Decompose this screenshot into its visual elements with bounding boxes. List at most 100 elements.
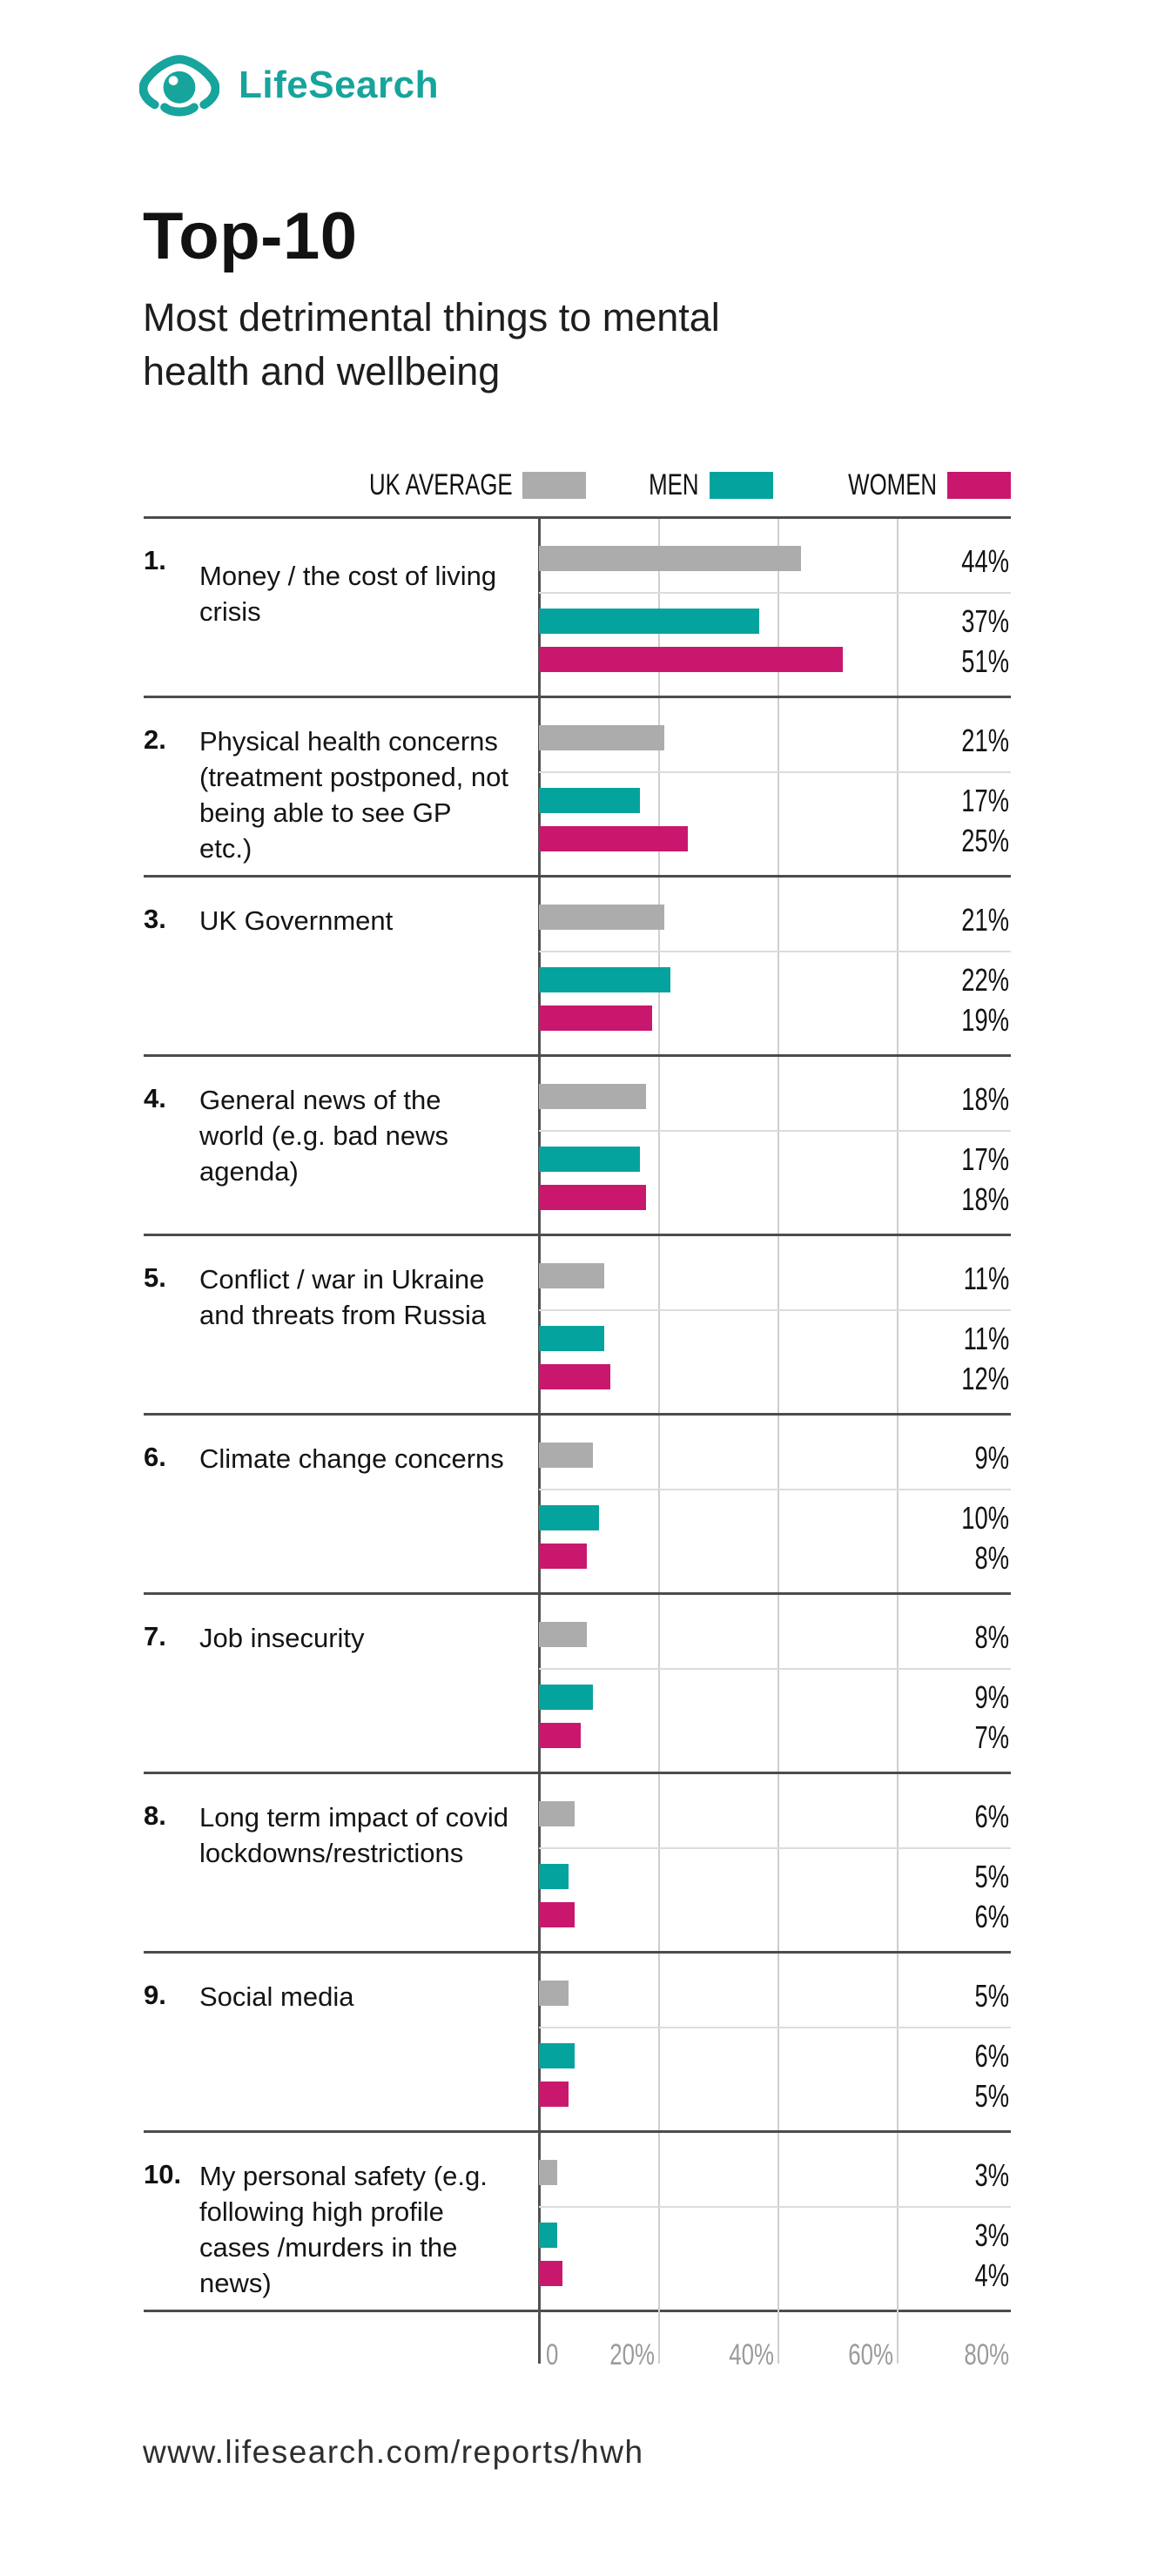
bar-women — [539, 1544, 587, 1569]
bar-men — [539, 2043, 576, 2068]
page-subtitle: Most detrimental things to mental health… — [143, 295, 720, 394]
value-women: 51% — [961, 643, 1009, 679]
bar-women — [539, 2082, 569, 2107]
row-rank: 2. — [144, 724, 166, 755]
axis-tick: 40% — [729, 2338, 774, 2371]
value-uk-average: 6% — [974, 1799, 1009, 1834]
bar-men — [539, 1326, 605, 1351]
chart-row: 1. Money / the cost of living crisis 44%… — [144, 516, 1011, 696]
bar-women — [539, 1006, 653, 1031]
row-plot — [539, 2133, 1011, 2310]
axis-tick: 0 — [546, 2338, 559, 2371]
row-rank: 1. — [144, 545, 166, 575]
row-label: Conflict / war in Ukraine and threats fr… — [199, 1264, 487, 1330]
row-rank: 10. — [144, 2159, 182, 2189]
row-plot — [539, 1416, 1011, 1592]
legend-label: UK AVERAGE — [368, 468, 513, 501]
bar-men — [539, 1864, 569, 1889]
value-uk-average: 5% — [974, 1978, 1009, 2014]
axis-tick: 20% — [609, 2338, 655, 2371]
legend-label: MEN — [649, 468, 699, 501]
logo-wordmark: LifeSearch — [239, 64, 439, 106]
value-women: 19% — [961, 1002, 1009, 1038]
bar-uk-average — [539, 1622, 587, 1647]
row-rank: 3. — [144, 904, 166, 934]
value-uk-average: 21% — [961, 723, 1009, 758]
row-plot — [539, 519, 1011, 696]
value-uk-average: 8% — [974, 1619, 1009, 1655]
bar-uk-average — [539, 905, 664, 930]
row-label: Money / the cost of living crisis — [199, 561, 497, 627]
row-sub-separator — [539, 2206, 1011, 2208]
value-uk-average: 11% — [963, 1261, 1009, 1296]
row-plot — [539, 1595, 1011, 1772]
row-label: My personal safety (e.g. following high … — [199, 2161, 488, 2298]
value-women: 25% — [961, 823, 1009, 858]
lifesearch-logo: LifeSearch — [139, 54, 439, 117]
row-plot — [539, 1774, 1011, 1951]
row-sub-separator — [539, 592, 1011, 594]
chart-row: 7. Job insecurity 8% 9% 7% — [144, 1592, 1011, 1772]
value-men: 17% — [961, 1141, 1009, 1177]
value-men: 17% — [961, 783, 1009, 818]
bar-men — [539, 609, 760, 634]
legend-swatch — [709, 472, 773, 499]
row-plot — [539, 1236, 1011, 1413]
value-uk-average: 44% — [961, 543, 1009, 579]
value-uk-average: 18% — [961, 1081, 1009, 1117]
axis-baseline — [538, 516, 541, 2364]
chart-row: 8. Long term impact of covid lockdowns/r… — [144, 1772, 1011, 1951]
legend-swatch — [947, 472, 1011, 499]
bar-women — [539, 647, 844, 672]
row-sub-separator — [539, 1847, 1011, 1849]
row-plot — [539, 1057, 1011, 1234]
x-axis: 0 20% 40% 60% 80% — [144, 2338, 1011, 2377]
row-rank: 8. — [144, 1800, 166, 1831]
row-plot — [539, 878, 1011, 1054]
row-plot — [539, 698, 1011, 875]
value-uk-average: 9% — [974, 1440, 1009, 1476]
row-sub-separator — [539, 2027, 1011, 2028]
axis-tick: 80% — [964, 2338, 1009, 2371]
bar-men — [539, 2223, 557, 2248]
gridline-40 — [777, 516, 779, 2364]
row-sub-separator — [539, 1489, 1011, 1490]
value-women: 5% — [974, 2078, 1009, 2114]
page-title: Top-10 — [143, 199, 358, 273]
row-label: Job insecurity — [199, 1623, 365, 1653]
legend-item-men: MEN — [633, 468, 773, 502]
bar-uk-average — [539, 1443, 593, 1468]
row-label: General news of the world (e.g. bad news… — [199, 1085, 449, 1187]
row-sub-separator — [539, 951, 1011, 952]
value-men: 6% — [974, 2038, 1009, 2074]
bar-uk-average — [539, 1084, 647, 1109]
chart-row: 2. Physical health concerns (treatment p… — [144, 696, 1011, 875]
value-women: 12% — [961, 1361, 1009, 1396]
chart-rows: 1. Money / the cost of living crisis 44%… — [144, 516, 1011, 2312]
row-rank: 7. — [144, 1621, 166, 1651]
bar-women — [539, 1364, 611, 1389]
row-sub-separator — [539, 771, 1011, 773]
legend-item-women: WOMEN — [820, 468, 1011, 502]
value-women: 6% — [974, 1899, 1009, 1934]
bar-uk-average — [539, 546, 802, 571]
bar-uk-average — [539, 1263, 605, 1288]
bar-uk-average — [539, 1981, 569, 2006]
value-men: 37% — [961, 603, 1009, 639]
chart-row: 4. General news of the world (e.g. bad n… — [144, 1054, 1011, 1234]
row-sub-separator — [539, 1668, 1011, 1670]
value-men: 11% — [963, 1321, 1009, 1356]
row-label: Physical health concerns (treatment post… — [199, 726, 509, 864]
chart-row: 6. Climate change concerns 9% 10% 8% — [144, 1413, 1011, 1592]
legend-label: WOMEN — [848, 468, 937, 501]
row-sub-separator — [539, 1309, 1011, 1311]
row-rank: 5. — [144, 1262, 166, 1293]
chart-row: 3. UK Government 21% 22% 19% — [144, 875, 1011, 1054]
bar-uk-average — [539, 2160, 557, 2185]
eye-logo-icon — [139, 55, 219, 117]
value-uk-average: 21% — [961, 902, 1009, 938]
value-women: 8% — [974, 1540, 1009, 1576]
chart-row: 10. My personal safety (e.g. following h… — [144, 2130, 1011, 2310]
bar-men — [539, 788, 641, 813]
row-label: Social media — [199, 1981, 354, 2012]
